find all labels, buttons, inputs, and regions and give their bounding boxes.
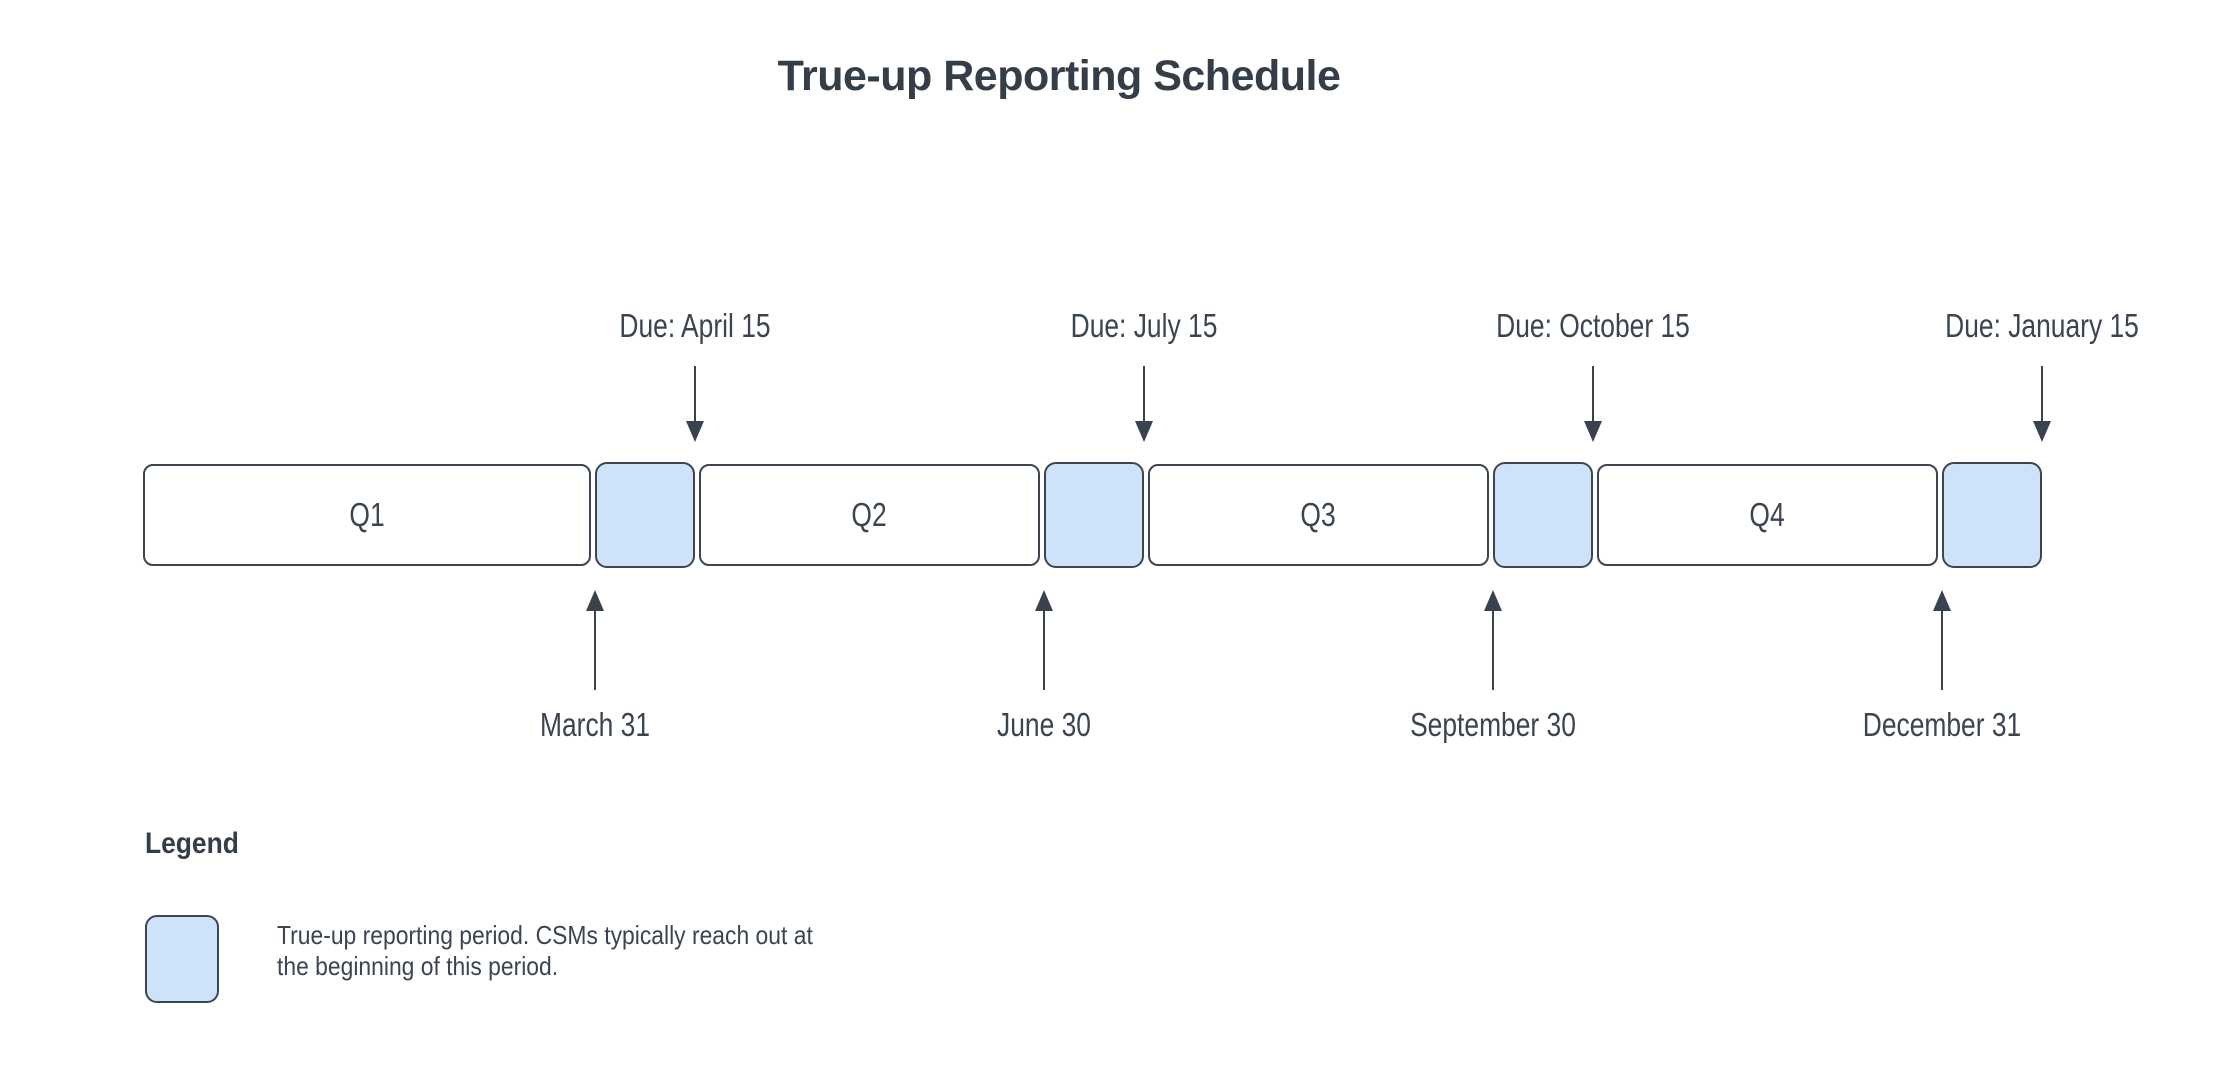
legend-description: True-up reporting period. CSMs typically… xyxy=(277,920,813,982)
arrow-head xyxy=(1135,421,1153,442)
trueup-period-box-3 xyxy=(1493,462,1593,568)
arrow-head xyxy=(1484,590,1502,611)
legend-description-line2: the beginning of this period. xyxy=(277,951,559,981)
quarter-label: Q4 xyxy=(1749,496,1786,533)
arrow-head xyxy=(1933,590,1951,611)
trueup-period-swatch xyxy=(145,915,219,1003)
trueup-period-box-1 xyxy=(595,462,695,568)
arrow-shaft xyxy=(1941,610,1943,690)
quarter-end-label-q3: September 30 xyxy=(1410,706,1576,743)
quarter-box-q3: Q3 xyxy=(1148,464,1489,566)
arrow-shaft xyxy=(594,610,596,690)
quarter-box-q2: Q2 xyxy=(699,464,1040,566)
quarter-box-q4: Q4 xyxy=(1597,464,1938,566)
arrow-shaft xyxy=(1592,366,1594,422)
trueup-period-box-2 xyxy=(1044,462,1144,568)
quarter-end-label-q4: December 31 xyxy=(1862,706,2022,743)
arrow-head xyxy=(1584,421,1602,442)
quarter-end-label-q1: March 31 xyxy=(539,706,651,743)
quarter-end-label-q2: June 30 xyxy=(997,706,1091,743)
due-date-label-q1: Due: April 15 xyxy=(619,307,771,344)
arrow-shaft xyxy=(1043,610,1045,690)
due-date-label-q2: Due: July 15 xyxy=(1070,307,1218,344)
arrow-head xyxy=(1035,590,1053,611)
arrow-head xyxy=(686,421,704,442)
diagram-title: True-up Reporting Schedule xyxy=(777,52,1341,100)
arrow-shaft xyxy=(1143,366,1145,422)
arrow-head xyxy=(586,590,604,611)
quarter-box-q1: Q1 xyxy=(143,464,591,566)
arrow-head xyxy=(2033,421,2051,442)
trueup-period-box-4 xyxy=(1942,462,2042,568)
arrow-shaft xyxy=(2041,366,2043,422)
quarter-label: Q1 xyxy=(349,496,385,533)
legend-heading: Legend xyxy=(145,827,239,860)
due-date-label-q3: Due: October 15 xyxy=(1496,307,1690,344)
arrow-shaft xyxy=(1492,610,1494,690)
due-date-label-q4: Due: January 15 xyxy=(1945,307,2139,344)
quarter-label: Q2 xyxy=(851,496,888,533)
quarter-label: Q3 xyxy=(1300,496,1337,533)
legend-description-line1: True-up reporting period. CSMs typically… xyxy=(277,920,813,950)
arrow-shaft xyxy=(694,366,696,422)
